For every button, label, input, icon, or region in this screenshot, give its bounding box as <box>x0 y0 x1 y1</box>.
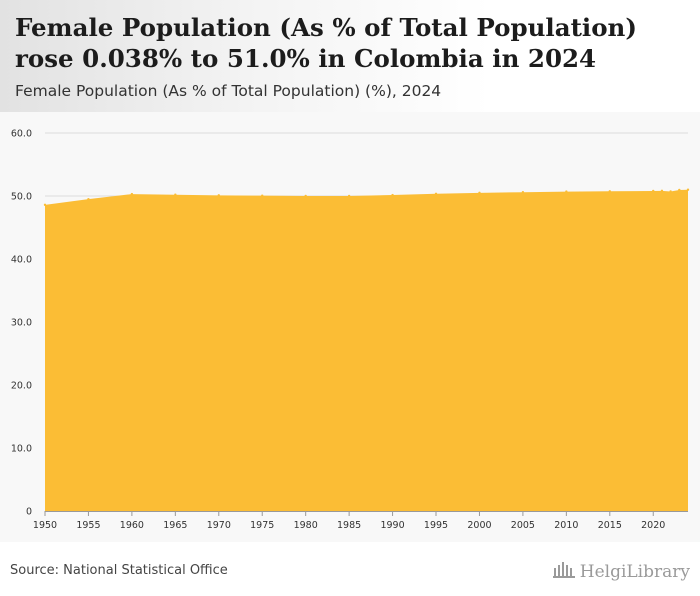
y-tick-label: 20.0 <box>11 381 32 392</box>
library-building-icon <box>552 560 576 583</box>
data-point[interactable] <box>304 194 307 198</box>
y-tick-label: 40.0 <box>11 255 32 266</box>
data-point[interactable] <box>608 190 611 193</box>
data-point[interactable] <box>217 194 220 197</box>
area-series <box>43 188 690 511</box>
x-tick-label: 1980 <box>294 520 318 531</box>
data-point[interactable] <box>686 188 690 191</box>
x-tick-label: 2015 <box>598 520 622 531</box>
x-tick-label: 1950 <box>33 520 57 531</box>
data-point[interactable] <box>43 203 47 207</box>
data-point[interactable] <box>87 197 90 201</box>
data-point[interactable] <box>660 189 664 193</box>
brand-name: HelgiLibrary <box>579 561 690 582</box>
x-tick-label: 2000 <box>467 520 491 531</box>
area-series-female-population <box>45 189 688 511</box>
data-point[interactable] <box>669 190 672 193</box>
data-point[interactable] <box>478 191 481 195</box>
x-axis-ticks: 1950 1955 1960 1965 1970 1975 1980 1985 1990 1995… <box>33 511 665 531</box>
data-point[interactable] <box>434 192 438 195</box>
data-point[interactable] <box>678 188 681 192</box>
data-point[interactable] <box>565 190 568 193</box>
x-tick-label: 2010 <box>554 520 578 531</box>
data-point[interactable] <box>652 189 655 193</box>
data-point[interactable] <box>261 194 264 197</box>
source-note: Source: National Statistical Office <box>10 563 228 578</box>
x-tick-label: 1990 <box>380 520 404 531</box>
y-tick-label: 60.0 <box>11 129 32 140</box>
y-axis-ticks: 0 10.0 20.0 30.0 40.0 50.0 60.0 <box>11 129 32 518</box>
chart-subtitle: Female Population (As % of Total Populat… <box>15 82 442 100</box>
brand-logo[interactable]: HelgiLibrary <box>552 560 690 583</box>
y-tick-label: 50.0 <box>11 192 32 203</box>
header-band: Female Population (As % of Total Populat… <box>0 0 700 112</box>
data-point[interactable] <box>391 193 394 197</box>
area-chart: 010.020.030.040.050.060.0 1950 1955 1960 19… <box>11 129 690 531</box>
page-title: Female Population (As % of Total Populat… <box>15 13 637 73</box>
data-point[interactable] <box>130 192 134 196</box>
data-point[interactable] <box>521 191 525 194</box>
y-tick-label: 0 <box>26 507 32 518</box>
y-tick-label: 10.0 <box>11 444 32 455</box>
x-tick-label: 1965 <box>163 520 187 531</box>
x-tick-label: 1985 <box>337 520 361 531</box>
data-point[interactable] <box>174 193 177 196</box>
data-point[interactable] <box>347 194 351 198</box>
x-tick-label: 2020 <box>641 520 665 531</box>
x-tick-label: 1995 <box>424 520 448 531</box>
x-tick-label: 1960 <box>120 520 144 531</box>
x-tick-label: 1975 <box>250 520 274 531</box>
x-tick-label: 1955 <box>76 520 100 531</box>
x-tick-label: 2005 <box>511 520 535 531</box>
x-tick-label: 1970 <box>207 520 231 531</box>
chart-area: 0 10.0 20.0 30.0 40.0 50.0 60.0 1950 1955 1960 19… <box>0 112 700 542</box>
y-tick-label: 30.0 <box>11 318 32 329</box>
